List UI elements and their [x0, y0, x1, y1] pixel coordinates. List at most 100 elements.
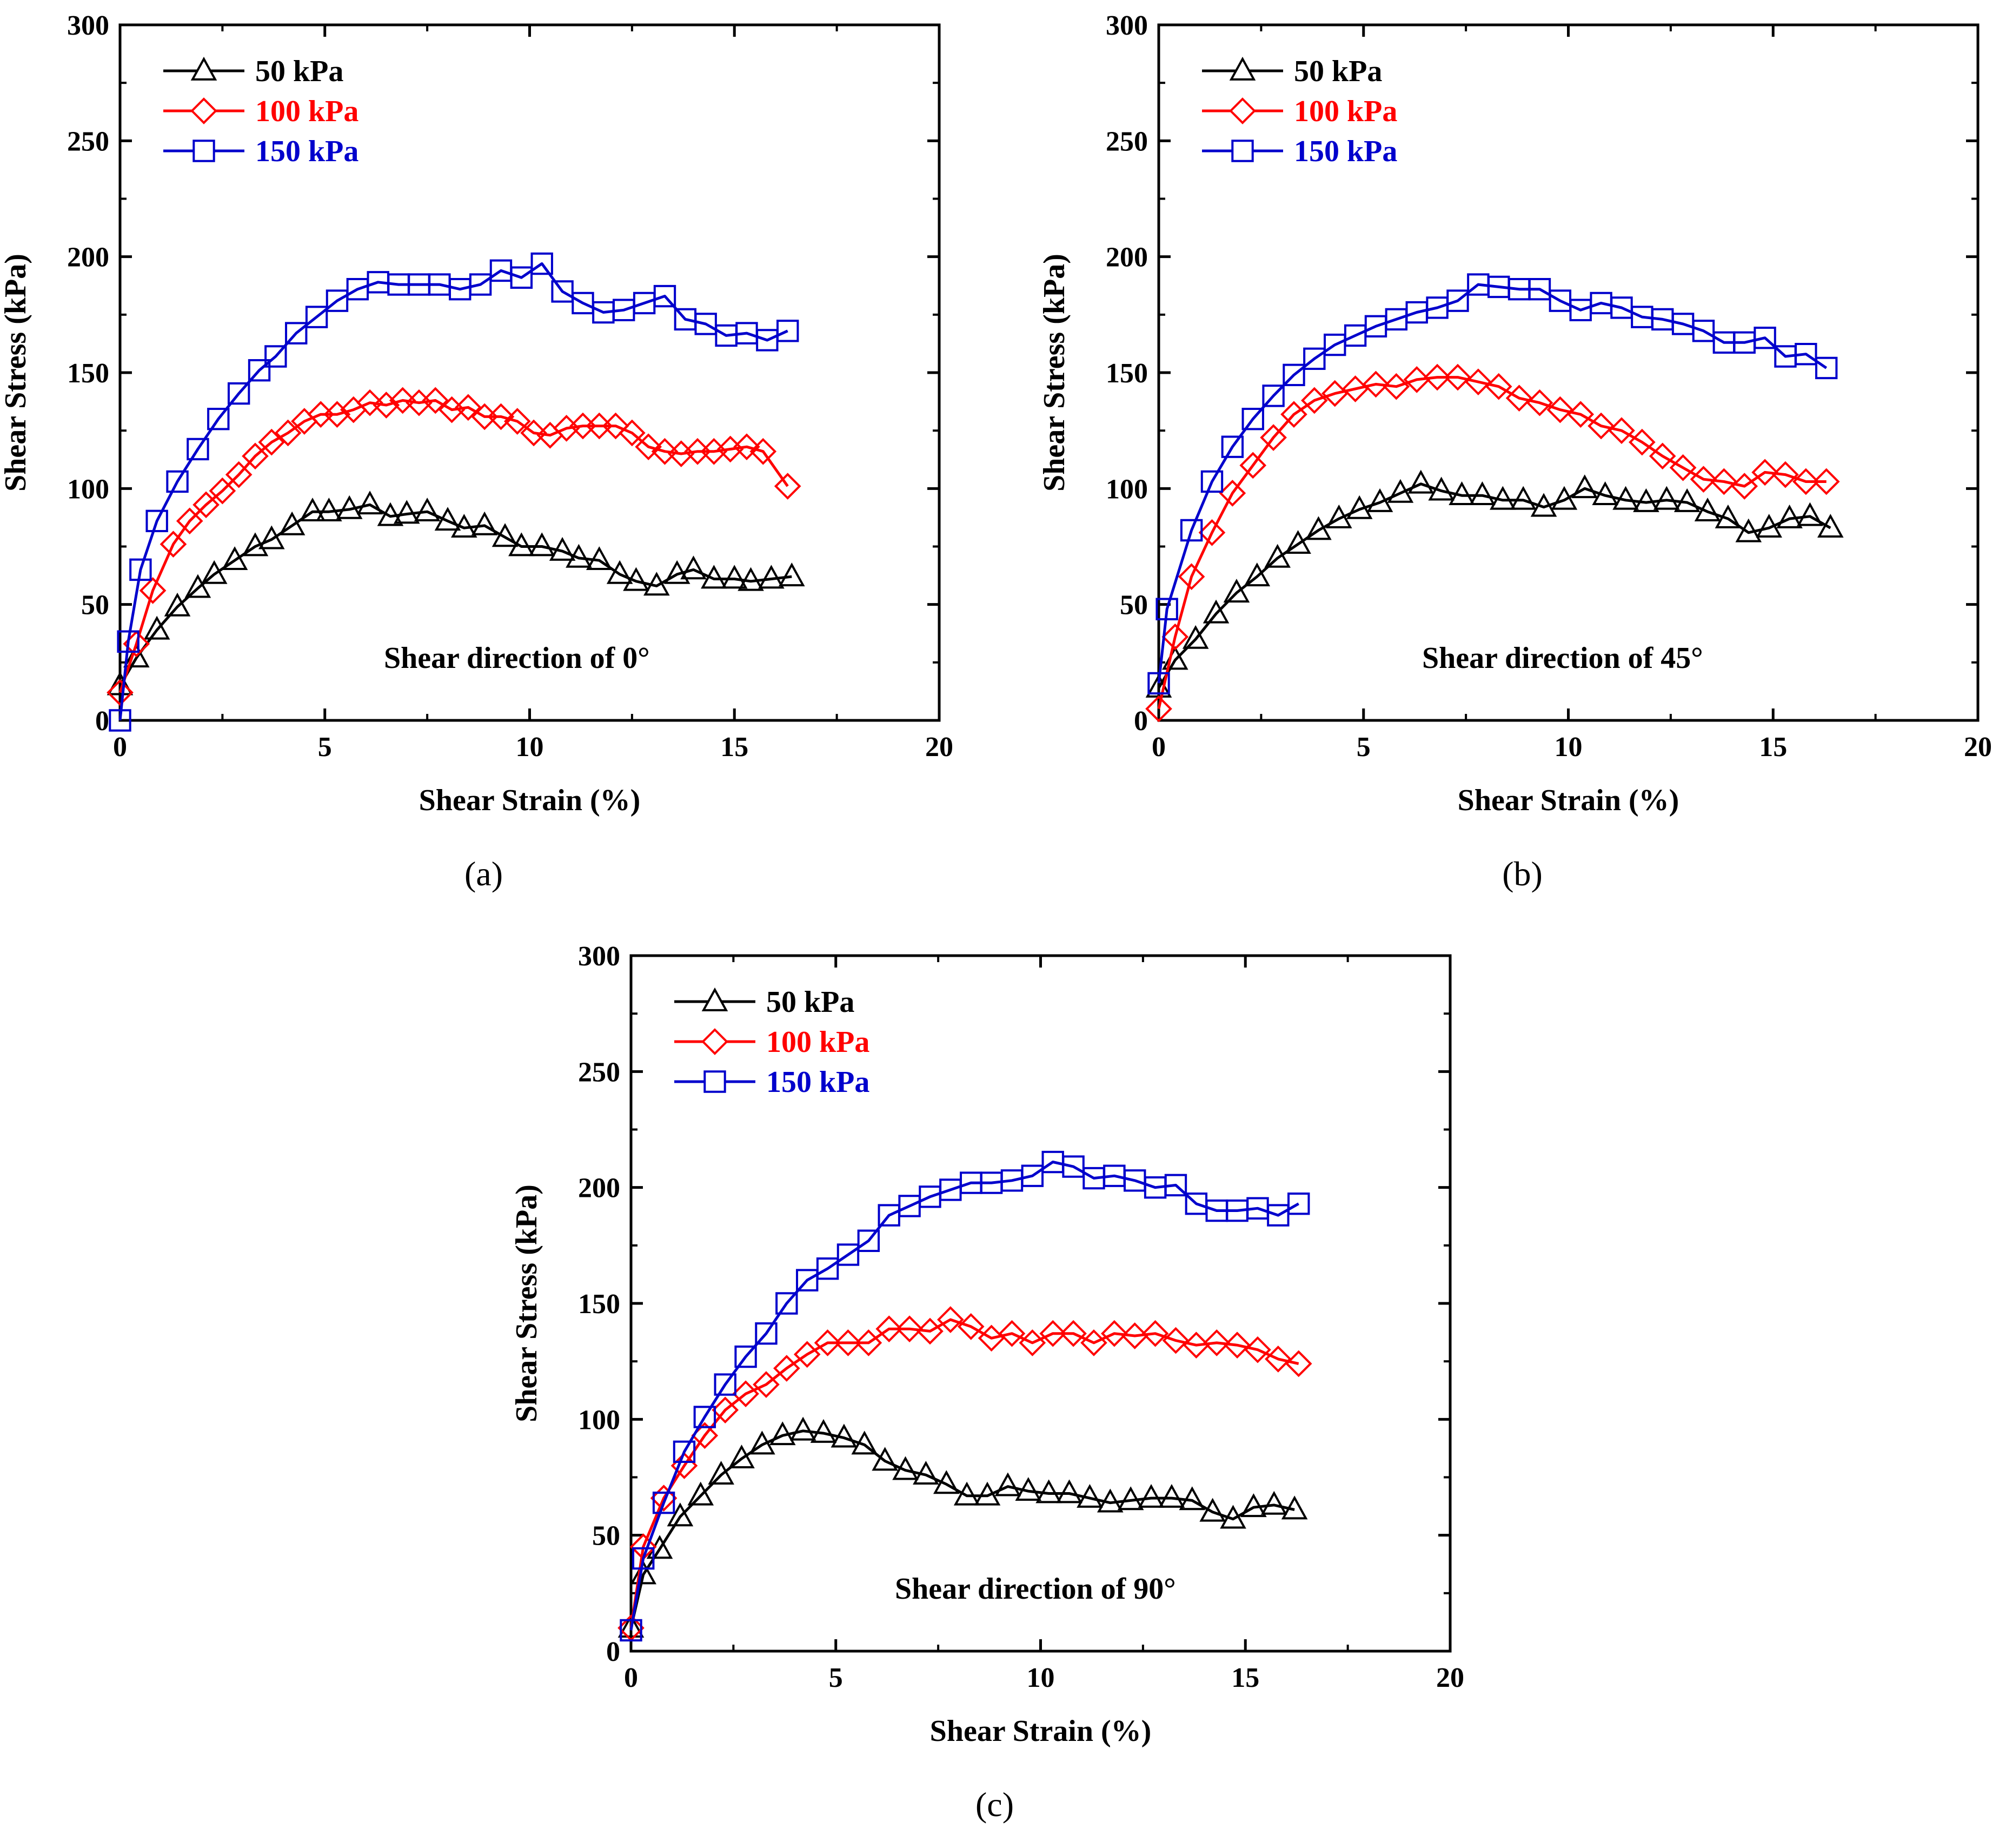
- data-point: [673, 1440, 696, 1463]
- data-point: [586, 546, 613, 571]
- data-point: [1387, 479, 1414, 503]
- data-point: [728, 1445, 755, 1469]
- y-tick-label: 50: [592, 1521, 620, 1552]
- data-point: [1449, 481, 1475, 506]
- data-point: [1117, 1486, 1144, 1511]
- data-point: [1240, 1493, 1267, 1518]
- data-point: [117, 630, 140, 653]
- x-tick-label: 5: [829, 1662, 843, 1693]
- data-point: [1097, 1488, 1124, 1513]
- data-point: [207, 408, 230, 430]
- x-tick-label: 20: [925, 732, 953, 763]
- data-point: [1141, 1320, 1169, 1347]
- data-point: [316, 498, 342, 522]
- y-tick-label: 50: [81, 590, 109, 621]
- legend-label: 50 kPa: [1294, 55, 1382, 88]
- data-point: [1267, 1204, 1290, 1227]
- legend-label: 50 kPa: [766, 985, 854, 1019]
- data-point: [816, 1257, 839, 1280]
- panel-caption: (a): [464, 855, 503, 893]
- plot-frame: [1157, 23, 1980, 722]
- data-point: [796, 1269, 819, 1291]
- data-point: [129, 558, 152, 581]
- data-point: [651, 438, 679, 465]
- data-point: [1424, 363, 1451, 391]
- shear-direction-annotation: Shear direction of 0°: [384, 641, 650, 675]
- data-point: [998, 1320, 1026, 1347]
- data-point: [789, 1416, 816, 1441]
- data-point: [1366, 488, 1393, 512]
- data-point: [734, 1345, 757, 1368]
- data-point: [225, 461, 253, 488]
- data-point: [1287, 1192, 1310, 1215]
- data-point: [913, 1461, 939, 1485]
- y-tick-label: 200: [1106, 242, 1148, 273]
- shear-direction-annotation: Shear direction of 45°: [1422, 641, 1703, 675]
- data-point: [1444, 363, 1471, 391]
- data-point: [715, 324, 738, 347]
- x-tick-label: 5: [1357, 732, 1371, 763]
- data-point: [242, 442, 269, 470]
- data-point: [1145, 695, 1172, 723]
- data-point: [1082, 1167, 1105, 1190]
- y-tick-label: 200: [578, 1173, 620, 1204]
- data-point: [1446, 289, 1469, 312]
- series-50-kpa: [1145, 469, 1844, 698]
- data-point: [1592, 481, 1618, 506]
- data-point: [1546, 396, 1574, 423]
- data-point: [1039, 1320, 1067, 1347]
- series-50-kpa: [107, 491, 805, 696]
- data-point: [753, 1371, 780, 1398]
- y-axis-title: Shear Stress (kPa): [1038, 254, 1071, 492]
- legend-marker: [1229, 56, 1256, 81]
- data-point: [274, 419, 302, 447]
- data-point: [1326, 504, 1352, 528]
- data-point: [1182, 625, 1209, 649]
- data-point: [667, 440, 695, 467]
- legend-label: 150 kPa: [766, 1065, 869, 1099]
- data-point: [326, 289, 349, 312]
- data-point: [455, 394, 482, 421]
- y-tick-label: 150: [1106, 358, 1148, 389]
- data-point: [875, 1315, 903, 1342]
- data-point: [143, 615, 170, 640]
- data-point: [520, 419, 547, 447]
- data-point: [1265, 1346, 1292, 1373]
- data-point: [1260, 424, 1287, 451]
- data-point: [471, 511, 498, 535]
- data-point: [1797, 502, 1823, 526]
- shear-direction-annotation: Shear direction of 90°: [895, 1572, 1176, 1606]
- data-point: [1710, 468, 1738, 495]
- data-point: [1383, 373, 1410, 400]
- data-point: [721, 565, 748, 589]
- legend-label: 150 kPa: [1294, 135, 1397, 168]
- data-point: [1301, 387, 1328, 414]
- data-point: [592, 301, 615, 324]
- data-point: [738, 567, 764, 591]
- y-tick-label: 250: [67, 126, 109, 157]
- data-point: [619, 419, 646, 447]
- y-tick-label: 150: [578, 1289, 620, 1320]
- series-line: [1157, 283, 1828, 684]
- y-tick-label: 100: [1106, 474, 1148, 505]
- data-point: [733, 433, 760, 461]
- data-point: [438, 396, 466, 423]
- y-tick-label: 300: [578, 941, 620, 972]
- data-point: [1756, 514, 1782, 538]
- data-point: [620, 1619, 642, 1642]
- data-point: [700, 438, 728, 465]
- data-point: [1772, 461, 1799, 488]
- data-point: [258, 525, 285, 549]
- data-point: [1178, 563, 1205, 591]
- data-point: [851, 1430, 878, 1455]
- data-point: [758, 565, 785, 589]
- data-point: [1199, 1498, 1226, 1522]
- data-point: [299, 498, 326, 522]
- data-point: [774, 473, 801, 500]
- data-point: [1364, 315, 1387, 337]
- data-point: [1080, 1329, 1107, 1356]
- data-point: [145, 509, 168, 533]
- x-axis-title: Shear Strain (%): [1458, 784, 1679, 817]
- data-point: [1220, 1505, 1246, 1529]
- data-point: [1101, 1320, 1128, 1347]
